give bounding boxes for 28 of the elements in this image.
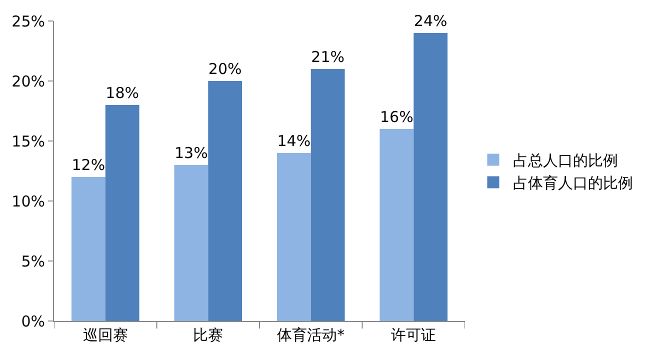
bar <box>174 165 208 321</box>
y-tick-label: 10% <box>12 192 45 210</box>
legend-label: 占体育人口的比例 <box>513 174 634 192</box>
data-label: 24% <box>414 12 448 30</box>
data-label: 18% <box>106 84 139 102</box>
bar <box>414 33 448 321</box>
bar <box>310 69 345 321</box>
data-label: 21% <box>311 48 344 66</box>
bar <box>105 105 140 321</box>
data-label: 12% <box>72 156 106 174</box>
y-tick-label: 25% <box>12 12 45 30</box>
bar <box>208 81 242 321</box>
x-tick-label: 巡回赛 <box>82 326 128 344</box>
legend-label: 占总人口的比例 <box>513 152 618 170</box>
y-tick-label: 5% <box>21 252 45 270</box>
y-tick-label: 20% <box>12 72 45 90</box>
y-tick-label: 0% <box>21 312 45 330</box>
data-label: 13% <box>174 144 208 162</box>
x-tick-label: 体育活动* <box>277 326 346 344</box>
x-tick-label: 许可证 <box>391 326 436 344</box>
x-tick-label: 比赛 <box>193 326 224 344</box>
bar <box>71 177 106 321</box>
bar <box>380 129 414 321</box>
data-label: 20% <box>208 60 242 78</box>
data-label: 14% <box>277 132 311 150</box>
data-label: 16% <box>380 108 414 126</box>
bar <box>276 153 311 321</box>
y-tick-label: 15% <box>12 132 45 150</box>
